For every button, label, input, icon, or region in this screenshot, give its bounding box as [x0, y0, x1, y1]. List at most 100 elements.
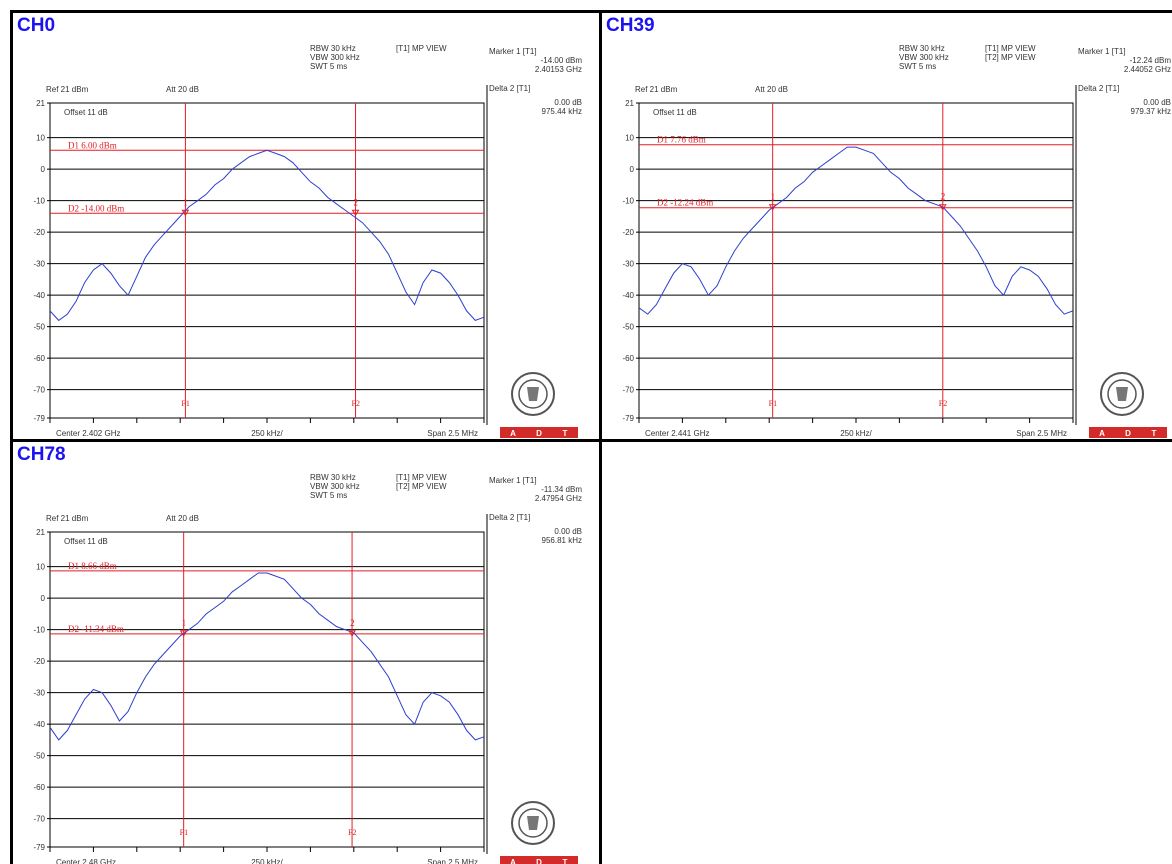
marker-2 — [938, 204, 947, 211]
y-tick-label: -30 — [622, 260, 634, 269]
panel-header — [602, 442, 1172, 469]
delta-frequency: 979.37 kHz — [1131, 107, 1171, 116]
span-per-division-label: 250 kHz/ — [840, 429, 872, 438]
marker-2 — [348, 630, 356, 637]
delta-label: Delta 2 [T1] — [1078, 84, 1119, 93]
frequency-line-label: F2 — [348, 828, 356, 837]
frequency-line-label: F2 — [352, 399, 360, 408]
span-label: Span 2.5 MHz — [427, 858, 478, 864]
seal-inner-ring — [518, 808, 548, 838]
marker-number: 2 — [350, 618, 355, 628]
y-tick-label: -79 — [33, 843, 45, 852]
y-tick-label: 21 — [36, 528, 45, 537]
delta-level: 0.00 dB — [554, 527, 582, 536]
adt-logo-letter: D — [1125, 429, 1131, 438]
y-tick-label: -60 — [33, 354, 45, 363]
trace-line — [638, 146, 1074, 315]
spectrum-plot: RBW 30 kHz VBW 300 kHz SWT 5 ms [T1] MP VIE… — [13, 472, 599, 864]
swt-label: SWT 5 ms — [310, 62, 347, 71]
panel-header: CH39 — [602, 13, 1172, 40]
attenuation-label: Att 20 dB — [166, 514, 199, 523]
rbw-label: RBW 30 kHz — [310, 44, 356, 53]
y-tick-label: -30 — [33, 689, 45, 698]
rbw-label: RBW 30 kHz — [310, 473, 356, 482]
marker-1 — [179, 630, 188, 637]
spectrum-plot: RBW 30 kHz VBW 300 kHz SWT 5 ms [T1] MP VIE… — [13, 43, 599, 439]
seal-emblem — [527, 816, 539, 830]
marker-1 — [181, 209, 190, 217]
span-per-division-label: 250 kHz/ — [251, 429, 283, 438]
y-tick-label: -40 — [33, 720, 45, 729]
y-tick-label: 0 — [41, 594, 46, 603]
delta-frequency: 975.44 kHz — [542, 107, 582, 116]
delta-label: Delta 2 [T1] — [489, 84, 530, 93]
delta-level: 0.00 dB — [1143, 98, 1171, 107]
panel-ch39: CH39 RBW 30 kHz VBW 300 kHz SWT 5 ms [T1] M… — [602, 13, 1172, 439]
vbw-label: VBW 300 kHz — [899, 53, 949, 62]
plot-frame — [638, 102, 1074, 419]
marker-1 — [768, 204, 777, 211]
delta-level: 0.00 dB — [554, 98, 582, 107]
center-frequency-label: Center 2.48 GHz — [56, 858, 116, 864]
delta-frequency: 956.81 kHz — [542, 536, 582, 545]
center-frequency-label: Center 2.402 GHz — [56, 429, 120, 438]
swt-label: SWT 5 ms — [310, 491, 347, 500]
adt-logo-bar — [1089, 427, 1167, 438]
span-label: Span 2.5 MHz — [1016, 429, 1067, 438]
frequency-line-label: F1 — [180, 828, 188, 837]
marker-number: 2 — [354, 197, 359, 207]
y-tick-label: 10 — [36, 563, 45, 572]
adt-logo-letter: T — [1152, 429, 1157, 438]
ref-level-label: Ref 21 dBm — [46, 85, 89, 94]
y-tick-label: -60 — [622, 354, 634, 363]
marker-frequency: 2.40153 GHz — [535, 65, 582, 74]
panel-header: CH78 — [13, 442, 599, 469]
adt-logo-letter: T — [563, 429, 568, 438]
attenuation-label: Att 20 dB — [166, 85, 199, 94]
y-tick-label: -20 — [33, 228, 45, 237]
marker-label: Marker 1 [T1] — [1078, 47, 1126, 56]
trace1-label: [T1] MP VIEW — [985, 44, 1036, 53]
adt-logo-letter: A — [510, 429, 516, 438]
seal-inner-ring — [518, 379, 548, 409]
panel-header: CH0 — [13, 13, 599, 40]
trace1-label: [T1] MP VIEW — [396, 44, 447, 53]
y-tick-label: -50 — [622, 323, 634, 332]
ref-level-label: Ref 21 dBm — [46, 514, 89, 523]
y-tick-label: -70 — [622, 386, 634, 395]
adt-logo-letter: D — [536, 429, 542, 438]
plot-frame — [49, 531, 485, 848]
display-line-label: D2 -11.34 dBm — [68, 624, 124, 634]
marker-level: -11.34 dBm — [541, 485, 582, 494]
y-tick-label: -50 — [33, 323, 45, 332]
y-tick-label: -10 — [622, 197, 634, 206]
span-label: Span 2.5 MHz — [427, 429, 478, 438]
ref-level-label: Ref 21 dBm — [635, 85, 678, 94]
spectrum-plot: RBW 30 kHz VBW 300 kHz SWT 5 ms [T1] MP VIE… — [602, 43, 1172, 439]
y-tick-label: -10 — [33, 197, 45, 206]
adt-logo-bar — [500, 427, 578, 438]
marker-level: -14.00 dBm — [541, 56, 583, 65]
trace2-label: [T2] MP VIEW — [396, 482, 447, 491]
frequency-line-label: F1 — [181, 399, 189, 408]
y-tick-label: -79 — [622, 414, 634, 423]
display-line-label: D2 -14.00 dBm — [68, 203, 124, 213]
certification-seal-icon — [511, 801, 555, 845]
trace-line — [49, 572, 485, 741]
y-tick-label: -30 — [33, 260, 45, 269]
offset-label: Offset 11 dB — [64, 108, 108, 117]
y-tick-label: -70 — [33, 815, 45, 824]
y-tick-label: -70 — [33, 386, 45, 395]
figure-grid: CH0 RBW 30 kHz VBW 300 kHz SWT 5 ms [T1] MP… — [10, 10, 1172, 864]
y-tick-label: 21 — [625, 99, 634, 108]
y-tick-label: 10 — [36, 134, 45, 143]
marker-level: -12.24 dBm — [1130, 56, 1172, 65]
y-tick-label: -40 — [622, 291, 634, 300]
adt-logo-bar — [500, 856, 578, 864]
vbw-label: VBW 300 kHz — [310, 482, 360, 491]
offset-label: Offset 11 dB — [653, 108, 697, 117]
y-tick-label: -10 — [33, 626, 45, 635]
y-tick-label: -79 — [33, 414, 45, 423]
